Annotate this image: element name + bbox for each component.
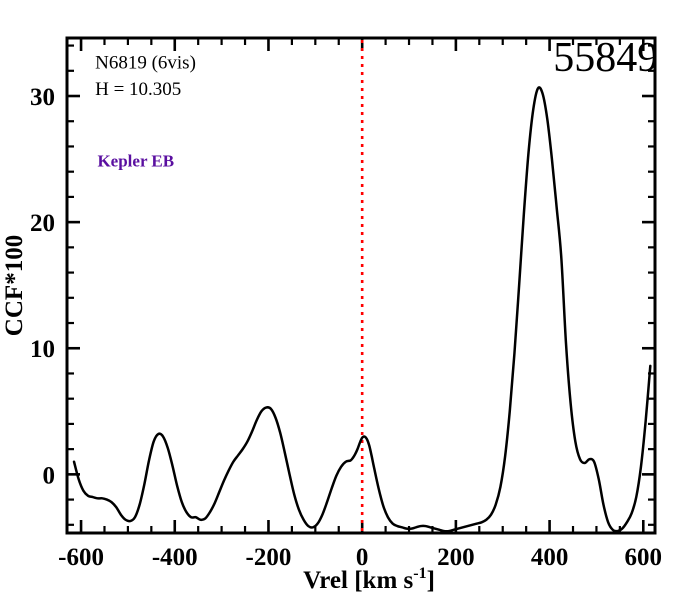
x-axis-tick-label: 400 — [531, 544, 569, 571]
x-axis-tick-label: 200 — [437, 544, 475, 571]
annotation-kepler-eb-flag: Kepler EB — [97, 152, 174, 171]
figure-id-label: 55849 — [553, 35, 658, 81]
y-axis-tick-label: 20 — [30, 210, 55, 237]
x-axis-tick-label: -600 — [58, 544, 104, 571]
x-axis-tick-label: -400 — [152, 544, 198, 571]
annotation-field-name: N6819 (6vis) — [95, 52, 196, 73]
x-axis-tick-label: 600 — [625, 544, 663, 571]
y-axis-title: CCF*100 — [1, 235, 28, 336]
annotation-magnitude: H = 10.305 — [95, 79, 181, 100]
y-axis-tick-label: 0 — [43, 462, 56, 489]
ccf-curve — [72, 86, 652, 533]
y-axis-tick-label: 10 — [30, 336, 55, 363]
plot-frame-overlay — [65, 36, 657, 535]
x-axis-title: Vrel [km s-1] — [303, 565, 435, 594]
x-axis-tick-label: -200 — [246, 544, 292, 571]
x-axis-tick-label: 0 — [356, 544, 369, 571]
y-axis-tick-label: 30 — [30, 84, 55, 111]
